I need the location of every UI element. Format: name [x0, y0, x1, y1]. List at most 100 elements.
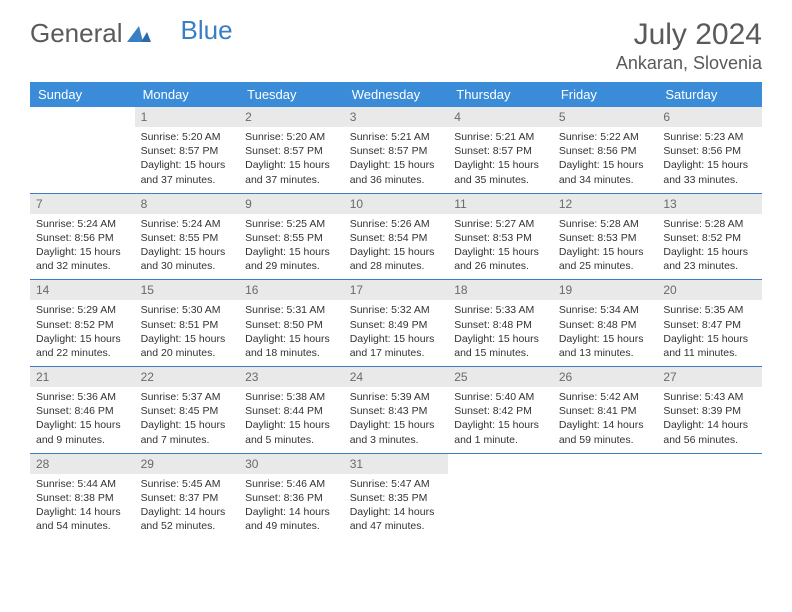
day-details: Sunrise: 5:47 AMSunset: 8:35 PMDaylight:…: [344, 474, 449, 540]
calendar-day-cell: 7Sunrise: 5:24 AMSunset: 8:56 PMDaylight…: [30, 193, 135, 280]
weekday-header: Friday: [553, 82, 658, 107]
calendar-day-cell: 14Sunrise: 5:29 AMSunset: 8:52 PMDayligh…: [30, 280, 135, 367]
sunrise-line: Sunrise: 5:40 AM: [454, 390, 547, 404]
calendar-week-row: 7Sunrise: 5:24 AMSunset: 8:56 PMDaylight…: [30, 193, 762, 280]
sunrise-line: Sunrise: 5:38 AM: [245, 390, 338, 404]
day-details: Sunrise: 5:28 AMSunset: 8:53 PMDaylight:…: [553, 214, 658, 280]
logo-text-2: Blue: [181, 15, 233, 46]
day-details: Sunrise: 5:38 AMSunset: 8:44 PMDaylight:…: [239, 387, 344, 453]
sunset-line: Sunset: 8:48 PM: [454, 318, 547, 332]
sunset-line: Sunset: 8:46 PM: [36, 404, 129, 418]
day-details: Sunrise: 5:20 AMSunset: 8:57 PMDaylight:…: [239, 127, 344, 193]
daylight-line: Daylight: 15 hours and 36 minutes.: [350, 158, 443, 186]
daylight-line: Daylight: 15 hours and 33 minutes.: [663, 158, 756, 186]
calendar-day-cell: 2Sunrise: 5:20 AMSunset: 8:57 PMDaylight…: [239, 107, 344, 193]
sunset-line: Sunset: 8:50 PM: [245, 318, 338, 332]
sunset-line: Sunset: 8:43 PM: [350, 404, 443, 418]
sunrise-line: Sunrise: 5:30 AM: [141, 303, 234, 317]
calendar-day-cell: 18Sunrise: 5:33 AMSunset: 8:48 PMDayligh…: [448, 280, 553, 367]
daylight-line: Daylight: 14 hours and 54 minutes.: [36, 505, 129, 533]
sunrise-line: Sunrise: 5:25 AM: [245, 217, 338, 231]
location: Ankaran, Slovenia: [616, 53, 762, 74]
calendar-day-cell: 29Sunrise: 5:45 AMSunset: 8:37 PMDayligh…: [135, 453, 240, 539]
logo-sail-icon: [127, 24, 153, 44]
calendar-day-cell: 21Sunrise: 5:36 AMSunset: 8:46 PMDayligh…: [30, 367, 135, 454]
daylight-line: Daylight: 15 hours and 25 minutes.: [559, 245, 652, 273]
daylight-line: Daylight: 14 hours and 49 minutes.: [245, 505, 338, 533]
day-number: 26: [553, 367, 658, 387]
weekday-header: Thursday: [448, 82, 553, 107]
sunrise-line: Sunrise: 5:27 AM: [454, 217, 547, 231]
sunrise-line: Sunrise: 5:28 AM: [663, 217, 756, 231]
sunrise-line: Sunrise: 5:47 AM: [350, 477, 443, 491]
day-number: 29: [135, 454, 240, 474]
weekday-header-row: SundayMondayTuesdayWednesdayThursdayFrid…: [30, 82, 762, 107]
calendar-day-cell: 24Sunrise: 5:39 AMSunset: 8:43 PMDayligh…: [344, 367, 449, 454]
daylight-line: Daylight: 15 hours and 30 minutes.: [141, 245, 234, 273]
sunset-line: Sunset: 8:57 PM: [350, 144, 443, 158]
sunrise-line: Sunrise: 5:46 AM: [245, 477, 338, 491]
day-number: 6: [657, 107, 762, 127]
day-details: Sunrise: 5:43 AMSunset: 8:39 PMDaylight:…: [657, 387, 762, 453]
calendar-day-cell: ..: [30, 107, 135, 193]
sunrise-line: Sunrise: 5:34 AM: [559, 303, 652, 317]
sunrise-line: Sunrise: 5:42 AM: [559, 390, 652, 404]
calendar-day-cell: 17Sunrise: 5:32 AMSunset: 8:49 PMDayligh…: [344, 280, 449, 367]
daylight-line: Daylight: 15 hours and 29 minutes.: [245, 245, 338, 273]
sunset-line: Sunset: 8:42 PM: [454, 404, 547, 418]
daylight-line: Daylight: 14 hours and 56 minutes.: [663, 418, 756, 446]
calendar-day-cell: 3Sunrise: 5:21 AMSunset: 8:57 PMDaylight…: [344, 107, 449, 193]
day-number: 14: [30, 280, 135, 300]
day-details: Sunrise: 5:44 AMSunset: 8:38 PMDaylight:…: [30, 474, 135, 540]
sunrise-line: Sunrise: 5:37 AM: [141, 390, 234, 404]
day-number: 24: [344, 367, 449, 387]
daylight-line: Daylight: 15 hours and 1 minute.: [454, 418, 547, 446]
day-details: Sunrise: 5:40 AMSunset: 8:42 PMDaylight:…: [448, 387, 553, 453]
calendar: SundayMondayTuesdayWednesdayThursdayFrid…: [0, 82, 792, 539]
sunrise-line: Sunrise: 5:20 AM: [245, 130, 338, 144]
daylight-line: Daylight: 15 hours and 17 minutes.: [350, 332, 443, 360]
calendar-day-cell: 11Sunrise: 5:27 AMSunset: 8:53 PMDayligh…: [448, 193, 553, 280]
daylight-line: Daylight: 15 hours and 32 minutes.: [36, 245, 129, 273]
weekday-header: Sunday: [30, 82, 135, 107]
daylight-line: Daylight: 15 hours and 7 minutes.: [141, 418, 234, 446]
day-details: Sunrise: 5:26 AMSunset: 8:54 PMDaylight:…: [344, 214, 449, 280]
day-number: 12: [553, 194, 658, 214]
daylight-line: Daylight: 15 hours and 37 minutes.: [245, 158, 338, 186]
day-number: 8: [135, 194, 240, 214]
logo: General Blue: [30, 18, 233, 49]
day-details: Sunrise: 5:33 AMSunset: 8:48 PMDaylight:…: [448, 300, 553, 366]
day-details: Sunrise: 5:37 AMSunset: 8:45 PMDaylight:…: [135, 387, 240, 453]
sunset-line: Sunset: 8:53 PM: [454, 231, 547, 245]
day-details: Sunrise: 5:31 AMSunset: 8:50 PMDaylight:…: [239, 300, 344, 366]
logo-text-1: General: [30, 18, 123, 49]
day-details: Sunrise: 5:21 AMSunset: 8:57 PMDaylight:…: [448, 127, 553, 193]
daylight-line: Daylight: 15 hours and 11 minutes.: [663, 332, 756, 360]
day-number: 5: [553, 107, 658, 127]
day-details: Sunrise: 5:45 AMSunset: 8:37 PMDaylight:…: [135, 474, 240, 540]
calendar-day-cell: 4Sunrise: 5:21 AMSunset: 8:57 PMDaylight…: [448, 107, 553, 193]
daylight-line: Daylight: 14 hours and 52 minutes.: [141, 505, 234, 533]
sunrise-line: Sunrise: 5:31 AM: [245, 303, 338, 317]
day-number: 7: [30, 194, 135, 214]
calendar-day-cell: 22Sunrise: 5:37 AMSunset: 8:45 PMDayligh…: [135, 367, 240, 454]
day-details: Sunrise: 5:24 AMSunset: 8:56 PMDaylight:…: [30, 214, 135, 280]
sunset-line: Sunset: 8:41 PM: [559, 404, 652, 418]
calendar-day-cell: 15Sunrise: 5:30 AMSunset: 8:51 PMDayligh…: [135, 280, 240, 367]
daylight-line: Daylight: 15 hours and 3 minutes.: [350, 418, 443, 446]
day-number: 1: [135, 107, 240, 127]
sunset-line: Sunset: 8:55 PM: [245, 231, 338, 245]
daylight-line: Daylight: 15 hours and 35 minutes.: [454, 158, 547, 186]
calendar-day-cell: 26Sunrise: 5:42 AMSunset: 8:41 PMDayligh…: [553, 367, 658, 454]
day-number: 17: [344, 280, 449, 300]
day-number: 21: [30, 367, 135, 387]
sunrise-line: Sunrise: 5:32 AM: [350, 303, 443, 317]
day-number: 16: [239, 280, 344, 300]
day-details: Sunrise: 5:30 AMSunset: 8:51 PMDaylight:…: [135, 300, 240, 366]
weekday-header: Tuesday: [239, 82, 344, 107]
day-number: 13: [657, 194, 762, 214]
daylight-line: Daylight: 15 hours and 23 minutes.: [663, 245, 756, 273]
day-details: Sunrise: 5:46 AMSunset: 8:36 PMDaylight:…: [239, 474, 344, 540]
sunset-line: Sunset: 8:48 PM: [559, 318, 652, 332]
day-number: 27: [657, 367, 762, 387]
